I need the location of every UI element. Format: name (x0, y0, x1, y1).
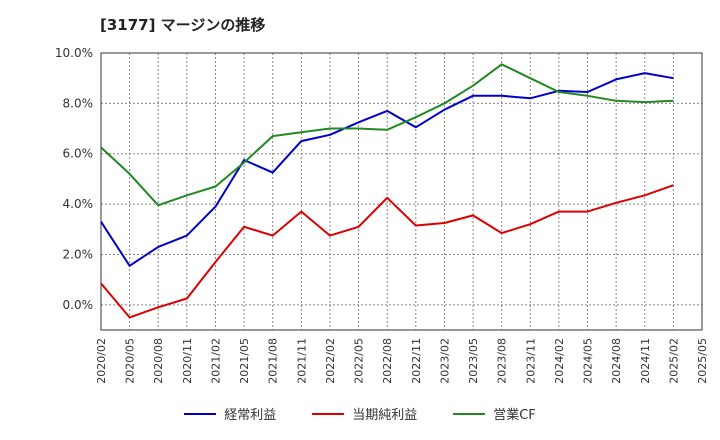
y-tick-label: 8.0% (63, 96, 94, 110)
chart-title: [3177] マージンの推移 (100, 16, 266, 34)
legend-item-junri: 当期純利益 (312, 404, 417, 423)
x-tick-label: 2022/05 (353, 338, 366, 384)
x-tick-label: 2020/05 (124, 338, 137, 384)
legend-label-keijo: 経常利益 (224, 408, 277, 423)
x-tick-label: 2020/11 (181, 338, 194, 384)
x-tick-label: 2022/11 (410, 338, 423, 384)
x-tick-label: 2024/08 (610, 338, 623, 384)
x-tick-label: 2025/02 (667, 338, 680, 384)
legend-label-junri: 当期純利益 (352, 408, 418, 423)
x-tick-label: 2023/02 (438, 338, 451, 384)
x-tick-label: 2023/05 (467, 338, 480, 384)
legend-swatch-cf (453, 412, 486, 415)
legend-label-cf: 営業CF (493, 408, 536, 423)
y-tick-label: 6.0% (63, 147, 94, 161)
plot-frame (100, 52, 703, 331)
y-tick-label: 2.0% (63, 247, 94, 261)
legend-swatch-keijo (184, 412, 217, 415)
x-tick-label: 2021/08 (267, 338, 280, 384)
x-tick-label: 2022/02 (324, 338, 337, 384)
x-tick-label: 2020/02 (95, 338, 108, 384)
y-tick-label: 4.0% (63, 197, 94, 211)
legend-item-keijo: 経常利益 (184, 404, 276, 423)
x-tick-label: 2024/02 (553, 338, 566, 384)
x-tick-label: 2025/05 (696, 338, 709, 384)
x-tick-label: 2023/11 (524, 338, 537, 384)
x-tick-label: 2022/08 (381, 338, 394, 384)
series-line-1 (100, 184, 674, 319)
y-tick-label: 10.0% (55, 46, 93, 60)
x-tick-label: 2024/05 (582, 338, 595, 384)
y-tick-label: 0.0% (63, 298, 94, 312)
series-line-0 (100, 72, 674, 267)
x-tick-label: 2021/02 (209, 338, 222, 384)
x-tick-label: 2024/11 (639, 338, 652, 384)
legend-swatch-junri (312, 412, 345, 415)
x-tick-label: 2021/11 (295, 338, 308, 384)
x-tick-label: 2023/08 (496, 338, 509, 384)
series-line-2 (100, 63, 674, 207)
legend: 経常利益 当期純利益 営業CF (0, 404, 720, 423)
legend-item-cf: 営業CF (453, 404, 536, 423)
x-tick-label: 2021/05 (238, 338, 251, 384)
x-tick-label: 2020/08 (152, 338, 165, 384)
